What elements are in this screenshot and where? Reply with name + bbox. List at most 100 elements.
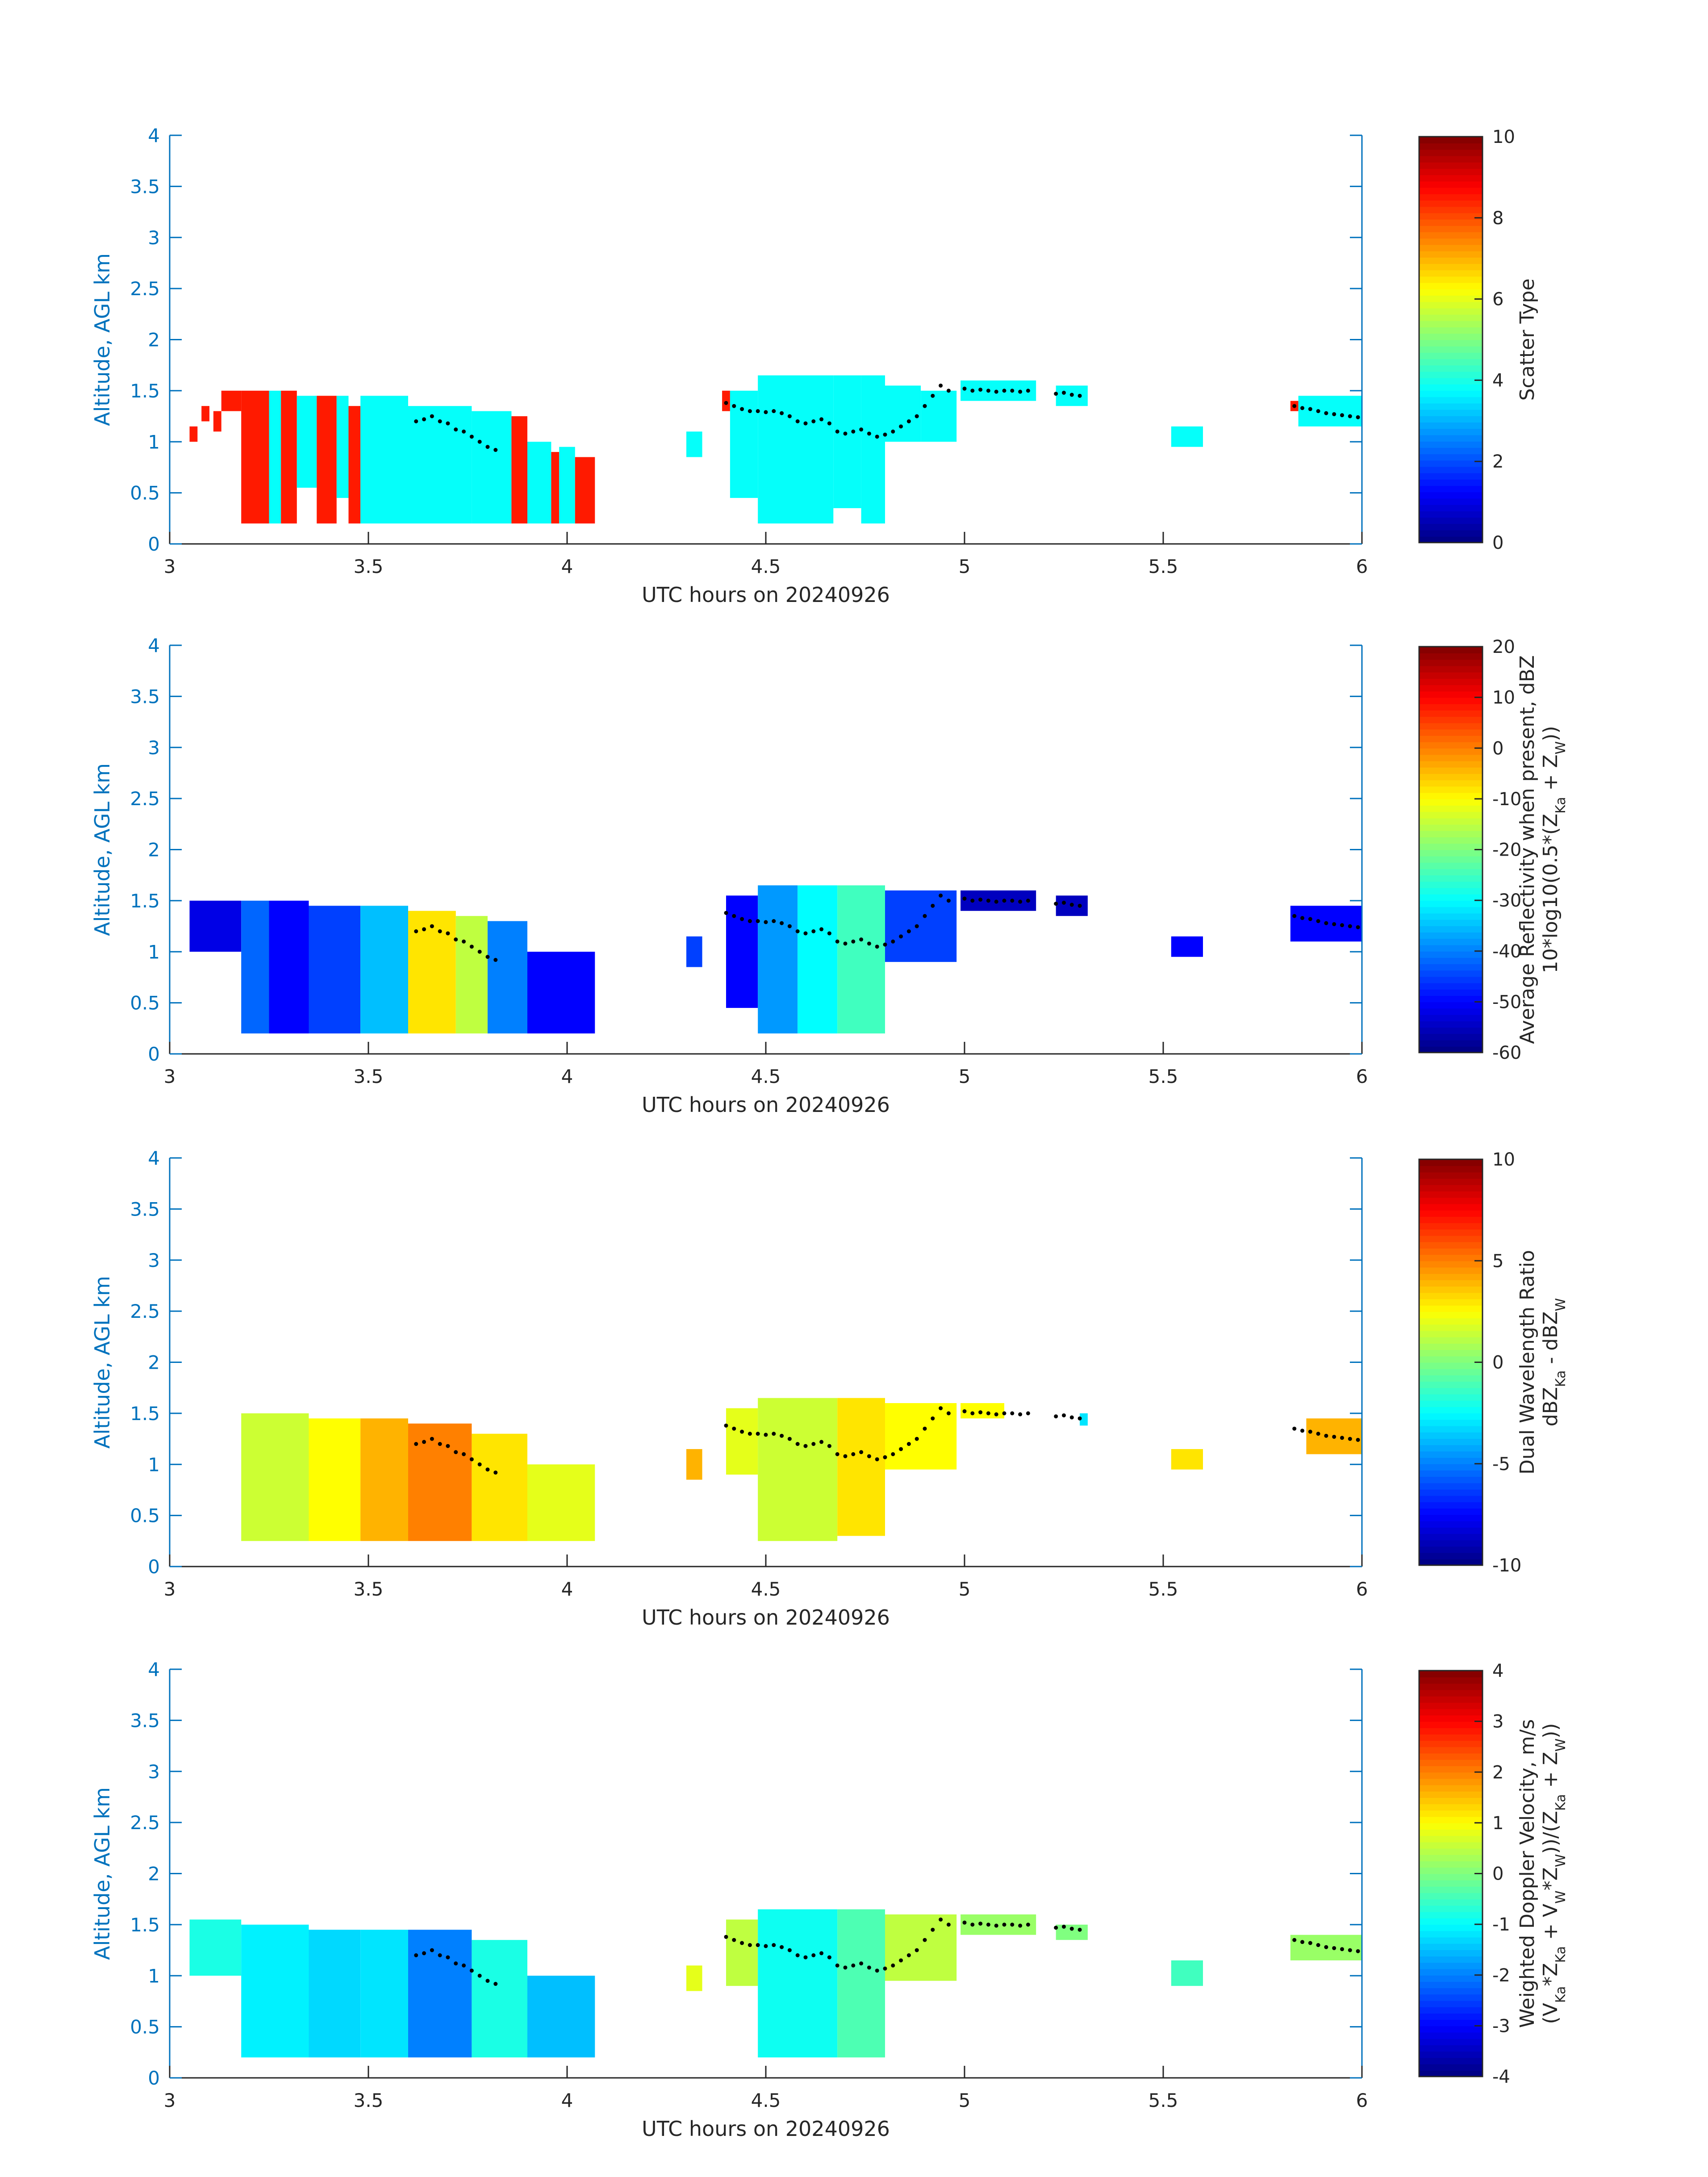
overlay-dot <box>748 1432 752 1436</box>
colorbar-segment <box>1419 162 1482 169</box>
y-tick-label: 3.5 <box>130 1198 160 1220</box>
x-tick-label: 5.5 <box>1148 1066 1178 1087</box>
x-axis-label: UTC hours on 20240926 <box>642 583 890 607</box>
heatmap-cell <box>189 426 198 442</box>
overlay-dot <box>1340 413 1344 418</box>
colorbar-segment <box>1419 1778 1482 1785</box>
overlay-dot <box>859 1450 864 1454</box>
panel-2: 3 3.5 4 4.5 5 5.5 6 0 0.5 1 1.5 2 2.5 3 3.5 4 UTC hours … <box>90 635 1569 1117</box>
colorbar-segment <box>1419 1835 1482 1843</box>
y-tick-label: 2 <box>148 329 160 351</box>
overlay-dot <box>923 1938 927 1942</box>
x-tick-label: 5.5 <box>1148 2089 1178 2111</box>
overlay-dot <box>875 1457 879 1462</box>
overlay-dot <box>1324 1945 1328 1949</box>
y-tick-label: 3 <box>148 1761 160 1783</box>
overlay-dot <box>1340 1436 1344 1440</box>
colorbar-segment <box>1419 1994 1482 2001</box>
colorbar-segment <box>1419 498 1482 505</box>
colorbar-segment <box>1419 1432 1482 1439</box>
overlay-dot <box>740 917 744 921</box>
colorbar-segment <box>1419 976 1482 983</box>
colorbar-segment <box>1419 716 1482 723</box>
colorbar-segment <box>1419 181 1482 188</box>
overlay-dot <box>422 1951 426 1956</box>
heatmap-cell <box>269 390 281 524</box>
y-tick-label: 4 <box>148 1147 160 1169</box>
overlay-dot <box>883 432 887 437</box>
overlay-dot <box>764 1944 768 1948</box>
overlay-dot <box>883 942 887 947</box>
colorbar-segment <box>1419 1943 1482 1950</box>
colorbar-segment <box>1419 282 1482 289</box>
colorbar-segment <box>1419 1822 1482 1830</box>
colorbar-segment <box>1419 647 1482 654</box>
overlay-dot <box>843 1454 848 1458</box>
overlay-dot <box>1062 1413 1066 1417</box>
colorbar-label: Scatter Type <box>1516 279 1539 401</box>
overlay-dot <box>891 429 895 434</box>
colorbar-tick-label: -20 <box>1492 840 1521 861</box>
colorbar-segment <box>1419 1671 1482 1678</box>
x-axis-label: UTC hours on 20240926 <box>642 2117 890 2141</box>
x-tick-label: 4 <box>561 2089 573 2111</box>
colorbar-tick-label: 4 <box>1492 1661 1503 1681</box>
colorbar-segment <box>1419 1178 1482 1185</box>
heatmap-cell <box>861 375 885 524</box>
x-tick-label: 4 <box>561 1578 573 1600</box>
colorbar-segment <box>1419 1197 1482 1204</box>
overlay-dot <box>1316 409 1320 414</box>
overlay-dot <box>867 431 871 436</box>
x-tick-label: 3.5 <box>354 2089 384 2111</box>
colorbar-segment <box>1419 1546 1482 1553</box>
colorbar-segment <box>1419 2013 1482 2020</box>
colorbar-segment <box>1419 333 1482 340</box>
overlay-dot <box>493 448 498 452</box>
colorbar-segment <box>1419 1020 1482 1028</box>
overlay-dot <box>1018 899 1023 904</box>
overlay-dot <box>724 1935 728 1939</box>
colorbar-segment <box>1419 1683 1482 1690</box>
colorbar-segment <box>1419 1027 1482 1034</box>
overlay-dot <box>748 409 752 414</box>
colorbar-segment <box>1419 200 1482 207</box>
heatmap-cell <box>241 1413 309 1541</box>
colorbar: -10 -5 0 5 10 Dual Wavelength Ratio dBZKa - dB… <box>1418 1149 1569 1576</box>
overlay-dot <box>493 958 498 962</box>
overlay-dot <box>1002 1411 1006 1416</box>
overlay-dot <box>906 1442 911 1446</box>
overlay-dot <box>962 896 967 901</box>
overlay-dot <box>438 929 442 933</box>
overlay-dot <box>986 898 990 903</box>
overlay-dot <box>787 1948 792 1952</box>
overlay-dot <box>477 1462 482 1467</box>
overlay-dot <box>430 414 434 418</box>
colorbar-segment <box>1419 1848 1482 1855</box>
colorbar-segment <box>1419 1413 1482 1420</box>
heatmap-cells <box>241 1398 1362 1541</box>
overlay-dot <box>1069 903 1074 907</box>
colorbar-segment <box>1419 1273 1482 1280</box>
overlay-dot <box>764 410 768 414</box>
colorbar-segment <box>1419 1696 1482 1703</box>
colorbar-segment <box>1419 1241 1482 1249</box>
y-tick-label: 1.5 <box>130 1403 160 1425</box>
heatmap-cell <box>1171 936 1203 957</box>
overlay-dot <box>1026 1411 1030 1416</box>
overlay-dot <box>867 941 871 946</box>
overlay-dot <box>485 1979 490 1983</box>
colorbar-segment <box>1419 1924 1482 1931</box>
colorbar-segment <box>1419 536 1482 543</box>
y-tick-label: 3.5 <box>130 175 160 197</box>
y-tick-label: 0.5 <box>130 1505 160 1527</box>
heatmap-cell <box>837 885 885 1034</box>
overlay-dot <box>915 414 919 418</box>
overlay-dot <box>1292 1426 1297 1431</box>
overlay-dot <box>1054 1926 1058 1930</box>
colorbar-segment <box>1419 1968 1482 1976</box>
colorbar-tick-label: 10 <box>1492 688 1515 708</box>
overlay-dot <box>946 389 951 393</box>
heatmap-cell <box>1171 426 1203 447</box>
overlay-dot <box>1018 1412 1023 1417</box>
heatmap-cell <box>1298 396 1362 426</box>
